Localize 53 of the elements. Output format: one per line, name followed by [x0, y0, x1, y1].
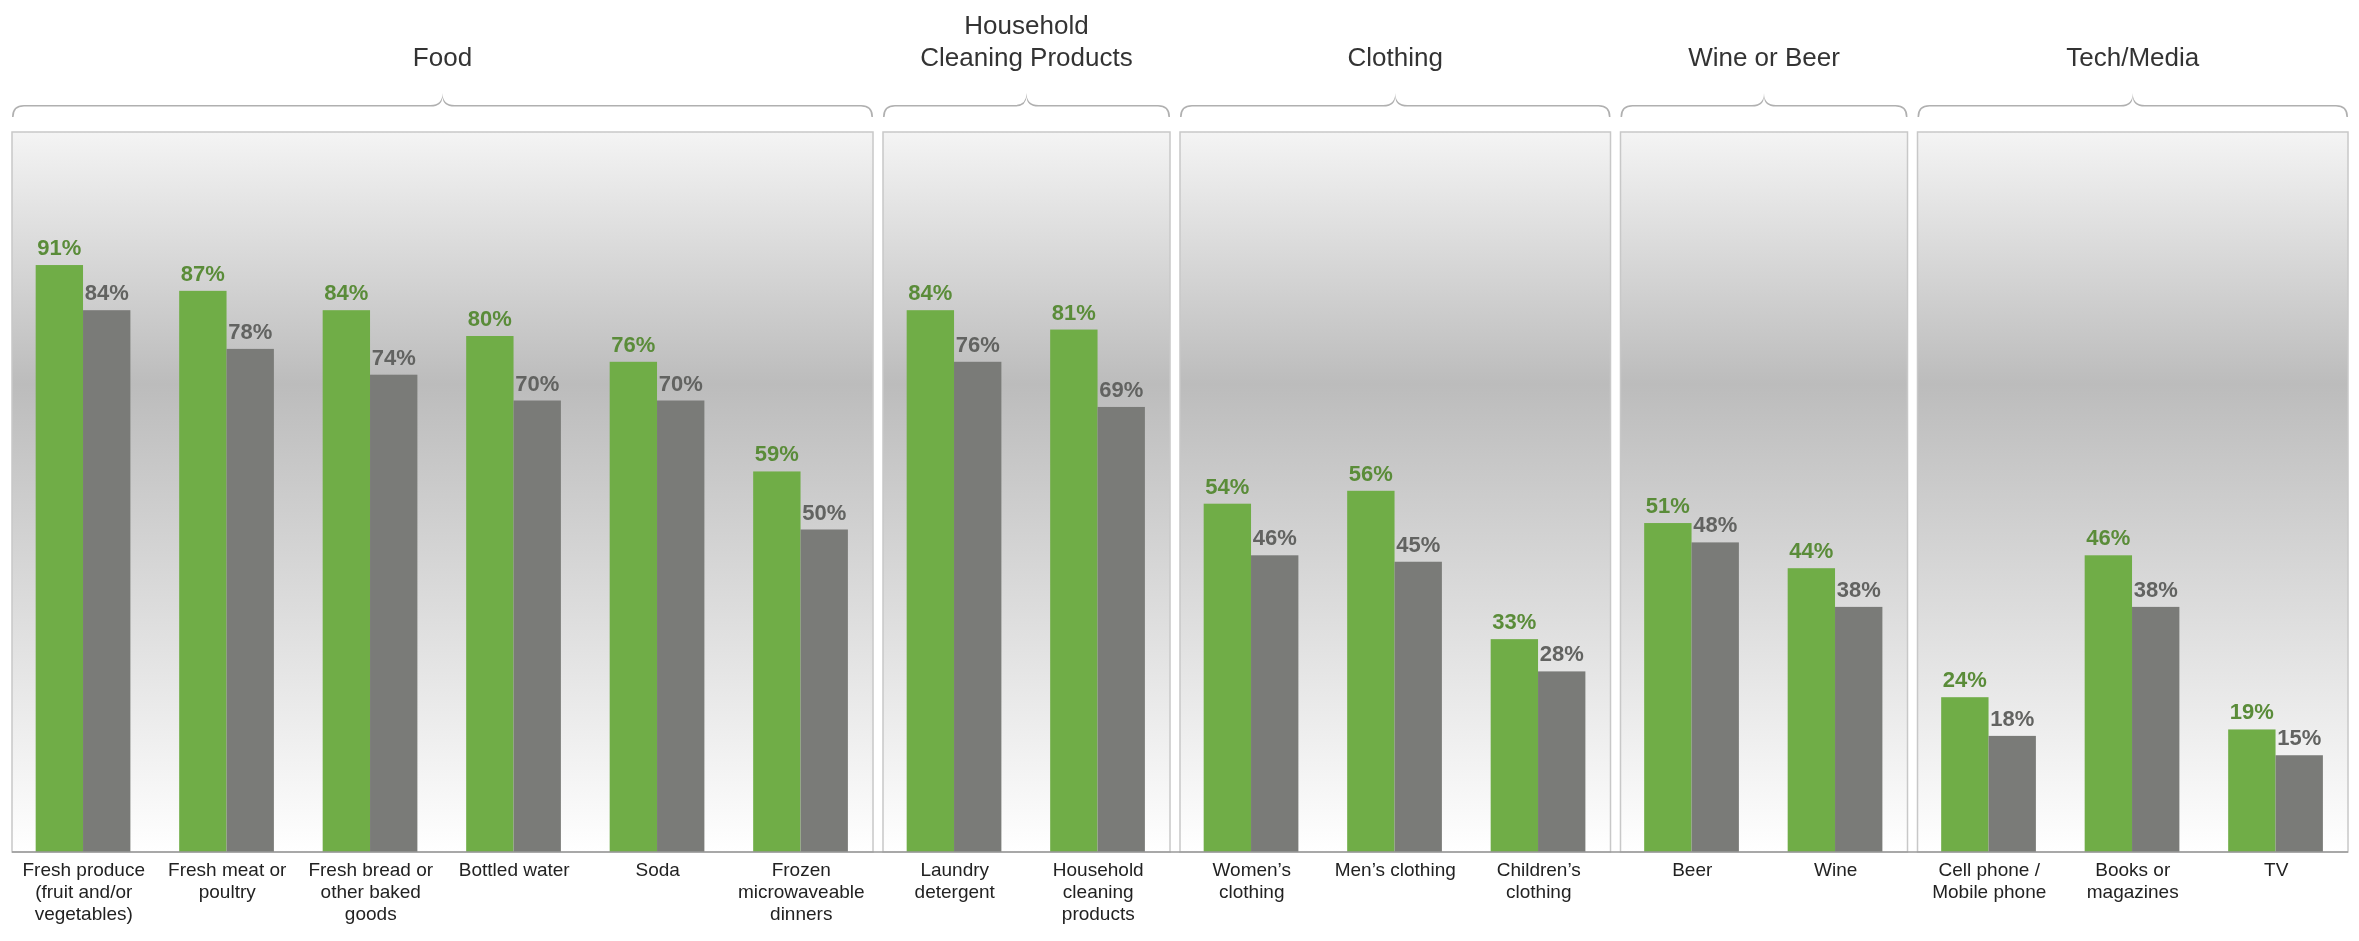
- data-label: 74%: [371, 344, 416, 370]
- data-label: 80%: [467, 306, 512, 331]
- data-label: 84%: [84, 280, 129, 306]
- data-label: 87%: [180, 260, 225, 286]
- x-tick-label: Wine: [1814, 859, 1858, 880]
- x-tick-label: Fresh bread or other baked goods: [308, 859, 434, 924]
- data-label: 33%: [1492, 609, 1537, 635]
- data-label: 51%: [1645, 493, 1690, 519]
- x-tick-label: Women’s clothing: [1212, 859, 1291, 902]
- data-label: 70%: [515, 370, 560, 396]
- x-tick-label: Children’s clothing: [1496, 859, 1581, 902]
- data-label: 38%: [2133, 576, 2178, 602]
- text: Household Cleaning Products: [920, 10, 1133, 72]
- x-tick-label: Beer: [1672, 859, 1713, 880]
- x-tick-label: Fresh produce (fruit and/or vegetables): [22, 859, 146, 924]
- x-tick-label: Bottled water: [458, 859, 571, 880]
- data-label: 19%: [2229, 699, 2274, 725]
- x-tick-label: Soda: [635, 859, 681, 880]
- data-label: 44%: [1789, 538, 1834, 564]
- data-label: 84%: [324, 280, 369, 306]
- data-label: 46%: [2086, 525, 2131, 551]
- x-tick-label: Frozen microwaveable dinners: [737, 859, 865, 924]
- data-label: 78%: [228, 318, 273, 344]
- data-label: 69%: [1099, 376, 1144, 402]
- x-tick-label: Fresh meat or poultry: [168, 859, 288, 902]
- text: Clothing: [1347, 42, 1443, 72]
- data-label: 48%: [1693, 512, 1738, 538]
- data-label: 56%: [1348, 460, 1393, 486]
- data-label: 45%: [1396, 531, 1441, 557]
- data-label: 76%: [611, 331, 656, 357]
- data-label: 76%: [955, 331, 1000, 357]
- x-tick-label: Books or magazines: [2086, 859, 2179, 902]
- text: Tech/Media: [2066, 42, 2200, 72]
- data-label: 24%: [1942, 667, 1987, 693]
- x-tick-label: Men’s clothing: [1334, 859, 1456, 880]
- text: Food: [412, 42, 473, 72]
- data-label: 81%: [1051, 299, 1096, 325]
- data-label: 54%: [1205, 473, 1250, 499]
- data-label: 70%: [658, 370, 703, 396]
- data-label: 91%: [37, 235, 82, 261]
- x-tick-label: Cell phone / Mobile phone: [1932, 859, 2047, 902]
- data-label: 28%: [1539, 641, 1584, 667]
- x-tick-label: TV: [2264, 859, 2289, 880]
- x-tick-label: Household cleaning products: [1052, 859, 1144, 924]
- data-label: 59%: [754, 441, 799, 467]
- text: Wine or Beer: [1688, 42, 1841, 72]
- data-label: 84%: [908, 280, 953, 306]
- data-label: 46%: [1252, 525, 1297, 551]
- data-label: 18%: [1990, 705, 2035, 731]
- data-label: 15%: [2277, 725, 2322, 751]
- data-label: 50%: [802, 499, 847, 525]
- data-label: 38%: [1836, 576, 1881, 602]
- x-tick-label: Laundry detergent: [914, 859, 996, 902]
